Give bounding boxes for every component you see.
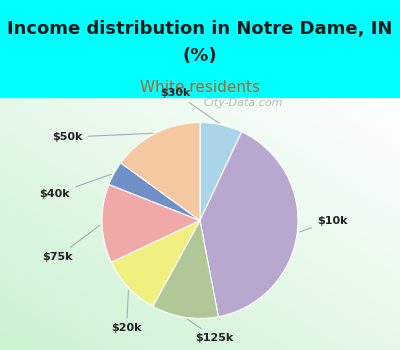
- Wedge shape: [200, 132, 298, 317]
- Wedge shape: [111, 220, 200, 306]
- Text: $30k: $30k: [160, 88, 219, 123]
- Text: $10k: $10k: [300, 216, 348, 232]
- Text: (%): (%): [183, 47, 217, 65]
- Text: $75k: $75k: [43, 225, 100, 262]
- Wedge shape: [109, 163, 200, 220]
- Text: $50k: $50k: [52, 132, 153, 142]
- Text: $40k: $40k: [40, 174, 112, 199]
- Wedge shape: [121, 122, 200, 220]
- Text: $20k: $20k: [111, 290, 142, 333]
- Text: White residents: White residents: [140, 80, 260, 95]
- Wedge shape: [102, 184, 200, 262]
- Text: $125k: $125k: [187, 319, 234, 343]
- Wedge shape: [200, 122, 242, 220]
- Text: Income distribution in Notre Dame, IN: Income distribution in Notre Dame, IN: [7, 20, 393, 37]
- Text: City-Data.com: City-Data.com: [204, 98, 283, 108]
- Wedge shape: [153, 220, 218, 318]
